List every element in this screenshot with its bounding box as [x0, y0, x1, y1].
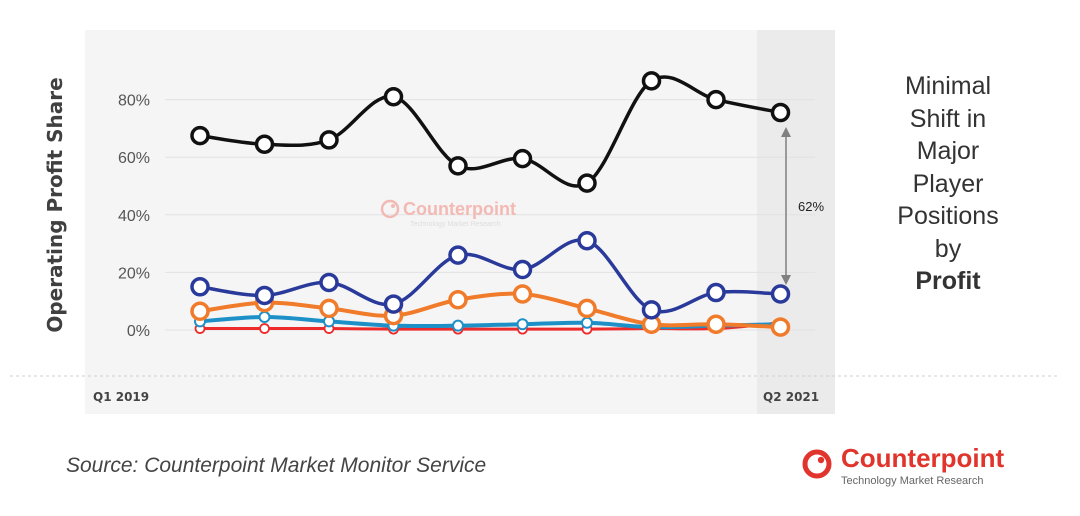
y-tick-label: 40% — [118, 208, 150, 225]
data-point — [448, 290, 468, 310]
y-axis-label: Operating Profit Share — [43, 77, 67, 332]
data-point — [512, 259, 533, 280]
data-point — [706, 314, 726, 334]
side-note-line-3: Major — [916, 137, 980, 165]
data-point — [577, 173, 597, 193]
side-note-line-1: Minimal — [904, 72, 992, 100]
data-point — [512, 284, 533, 304]
gap-arrow-head-top — [781, 127, 791, 137]
series-group — [190, 71, 791, 337]
watermark: Counterpoint Technology Market Research — [380, 199, 516, 228]
side-note-line-4: Player — [912, 169, 984, 198]
side-note-line-6: by — [934, 234, 962, 263]
data-point — [319, 272, 339, 293]
data-point — [577, 230, 597, 251]
data-point — [577, 298, 597, 319]
watermark-logo-icon — [380, 199, 400, 219]
source-note: Source: Counterpoint Market Monitor Serv… — [66, 454, 487, 477]
side-note-bold: Profit — [915, 267, 981, 295]
counterpoint-logo: Counterpoint Technology Market Research — [800, 443, 1040, 493]
data-point — [706, 89, 726, 110]
data-point — [770, 317, 791, 337]
data-point — [448, 245, 468, 265]
data-point — [190, 301, 210, 322]
data-point — [319, 130, 339, 150]
data-point — [383, 86, 404, 107]
side-note: Minimal Shift in Major Player Positions … — [880, 70, 1016, 298]
data-point — [259, 323, 270, 334]
y-tick-label: 60% — [118, 150, 150, 167]
data-point — [770, 284, 791, 304]
data-point — [452, 319, 464, 332]
watermark-logo-dot — [391, 204, 395, 208]
data-point — [190, 277, 210, 297]
series-line — [198, 321, 782, 331]
y-tick-label: 80% — [118, 93, 150, 110]
data-point — [706, 282, 726, 303]
series-line — [198, 291, 783, 330]
watermark-name: Counterpoint — [403, 199, 516, 219]
series-2 — [190, 230, 791, 320]
y-tick-labels: 0% 20% 40% 60% 80% — [118, 93, 150, 340]
data-point — [641, 71, 662, 91]
data-point — [512, 148, 533, 169]
y-tick-label: 20% — [118, 265, 150, 282]
data-point — [448, 156, 468, 176]
series-line — [198, 75, 783, 188]
gap-annotation-label: 62% — [798, 199, 824, 214]
data-point — [641, 300, 662, 320]
watermark-tagline: Technology Market Research — [410, 221, 501, 228]
data-point — [254, 134, 275, 154]
logo-name: Counterpoint — [841, 443, 1005, 473]
highlight-band-end — [757, 30, 835, 414]
data-point — [190, 125, 210, 146]
data-point — [581, 316, 593, 329]
data-point — [319, 298, 339, 319]
data-point — [770, 102, 791, 123]
gap-annotation: 62% — [781, 127, 824, 285]
y-tick-label: 0% — [127, 323, 150, 340]
data-point — [383, 294, 404, 314]
x-label-end: Q2 2021 — [763, 390, 819, 404]
logo-icon — [802, 449, 832, 479]
x-label-start: Q1 2019 — [93, 390, 149, 404]
data-point — [258, 311, 271, 324]
series-3 — [190, 284, 791, 337]
data-point — [254, 285, 275, 306]
gap-arrow-head-bottom — [781, 275, 791, 285]
logo-tagline: Technology Market Research — [841, 475, 984, 487]
series-line — [198, 238, 783, 314]
side-note-line-2: Shift in — [909, 104, 987, 133]
side-note-line-5: Positions — [897, 202, 999, 230]
data-point — [516, 318, 529, 331]
series-1 — [190, 71, 791, 193]
